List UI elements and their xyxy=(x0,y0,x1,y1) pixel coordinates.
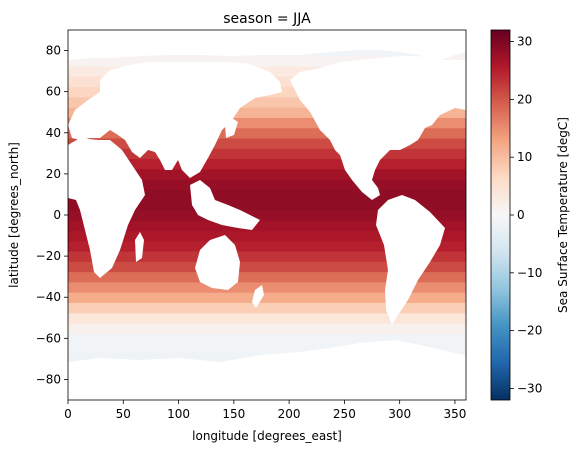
x-tick-label: 150 xyxy=(222,407,245,421)
sst-band xyxy=(68,96,466,108)
y-tick-label: 0 xyxy=(53,208,61,222)
sst-band xyxy=(68,168,466,180)
sst-band xyxy=(68,343,466,355)
colorbar-tick-label: 10 xyxy=(517,150,532,164)
sst-band xyxy=(68,199,466,211)
sst-band xyxy=(68,230,466,242)
colorbar-tick-label: 30 xyxy=(517,35,532,49)
land-maritime-continent xyxy=(190,180,260,230)
y-tick-label: −60 xyxy=(36,331,61,345)
chart-title: season = JJA xyxy=(223,11,311,27)
y-axis: −80 −60 −40 −20 0 20 40 60 80 xyxy=(36,44,68,386)
y-tick-label: 60 xyxy=(46,85,61,99)
sst-band xyxy=(68,158,466,170)
land-africa xyxy=(68,138,145,278)
sst-band xyxy=(68,209,466,221)
sst-band xyxy=(68,148,466,160)
sst-band xyxy=(68,189,466,201)
land-south-america xyxy=(376,195,445,325)
sst-band xyxy=(68,322,466,334)
sst-band xyxy=(68,261,466,273)
colorbar-tick-label: 0 xyxy=(517,208,525,222)
sst-band xyxy=(68,220,466,232)
plot-area xyxy=(67,29,467,401)
sst-band xyxy=(68,127,466,139)
y-tick-label: −40 xyxy=(36,290,61,304)
land-north-america xyxy=(290,56,466,200)
sst-band xyxy=(68,55,466,67)
colorbar-gradient xyxy=(490,29,511,401)
x-axis: 0 50 100 150 200 250 300 350 xyxy=(64,400,466,421)
x-tick-label: 50 xyxy=(116,407,131,421)
sst-band xyxy=(68,271,466,283)
colorbar-tick-label: 20 xyxy=(517,92,532,106)
colorbar-label: Sea Surface Temperature [degC] xyxy=(556,117,570,313)
sst-band xyxy=(68,312,466,324)
colorbar: −30 −20 −10 0 10 20 30 Sea Surface Temperature… xyxy=(490,29,570,401)
sst-band xyxy=(68,302,466,314)
sst-band xyxy=(68,333,466,345)
land-madagascar xyxy=(135,232,144,262)
sst-band xyxy=(68,281,466,293)
y-tick-label: 40 xyxy=(46,126,61,140)
x-tick-label: 250 xyxy=(333,407,356,421)
y-tick-label: 80 xyxy=(46,44,61,58)
colorbar-tick-label: −30 xyxy=(517,381,542,395)
land-antarctica xyxy=(68,340,466,400)
sst-band xyxy=(68,137,466,149)
x-tick-label: 350 xyxy=(443,407,466,421)
y-axis-label: latitude [degrees_north] xyxy=(7,142,21,288)
land-new-zealand xyxy=(252,285,264,308)
land-arctic-north xyxy=(68,30,466,62)
y-tick-label: 20 xyxy=(46,167,61,181)
land-mask-layer xyxy=(68,30,466,400)
x-axis-label: longitude [degrees_east] xyxy=(192,429,342,443)
x-tick-label: 300 xyxy=(388,407,411,421)
sst-band xyxy=(68,179,466,190)
sst-band xyxy=(68,292,466,303)
x-tick-label: 100 xyxy=(167,407,190,421)
sst-band xyxy=(68,240,466,252)
x-tick-label: 0 xyxy=(64,407,72,421)
sst-band xyxy=(68,250,466,262)
colorbar-ticks: −30 −20 −10 0 10 20 30 xyxy=(510,35,542,395)
land-australia xyxy=(195,235,240,290)
colorbar-tick-label: −10 xyxy=(517,266,542,280)
y-tick-label: −20 xyxy=(36,249,61,263)
land-eurasia xyxy=(68,62,282,178)
x-tick-label: 200 xyxy=(278,407,301,421)
sst-band xyxy=(68,117,466,129)
sst-band xyxy=(68,107,466,118)
land-japan xyxy=(225,118,238,138)
colorbar-tick-label: −20 xyxy=(517,324,542,338)
y-tick-label: −80 xyxy=(36,372,61,386)
